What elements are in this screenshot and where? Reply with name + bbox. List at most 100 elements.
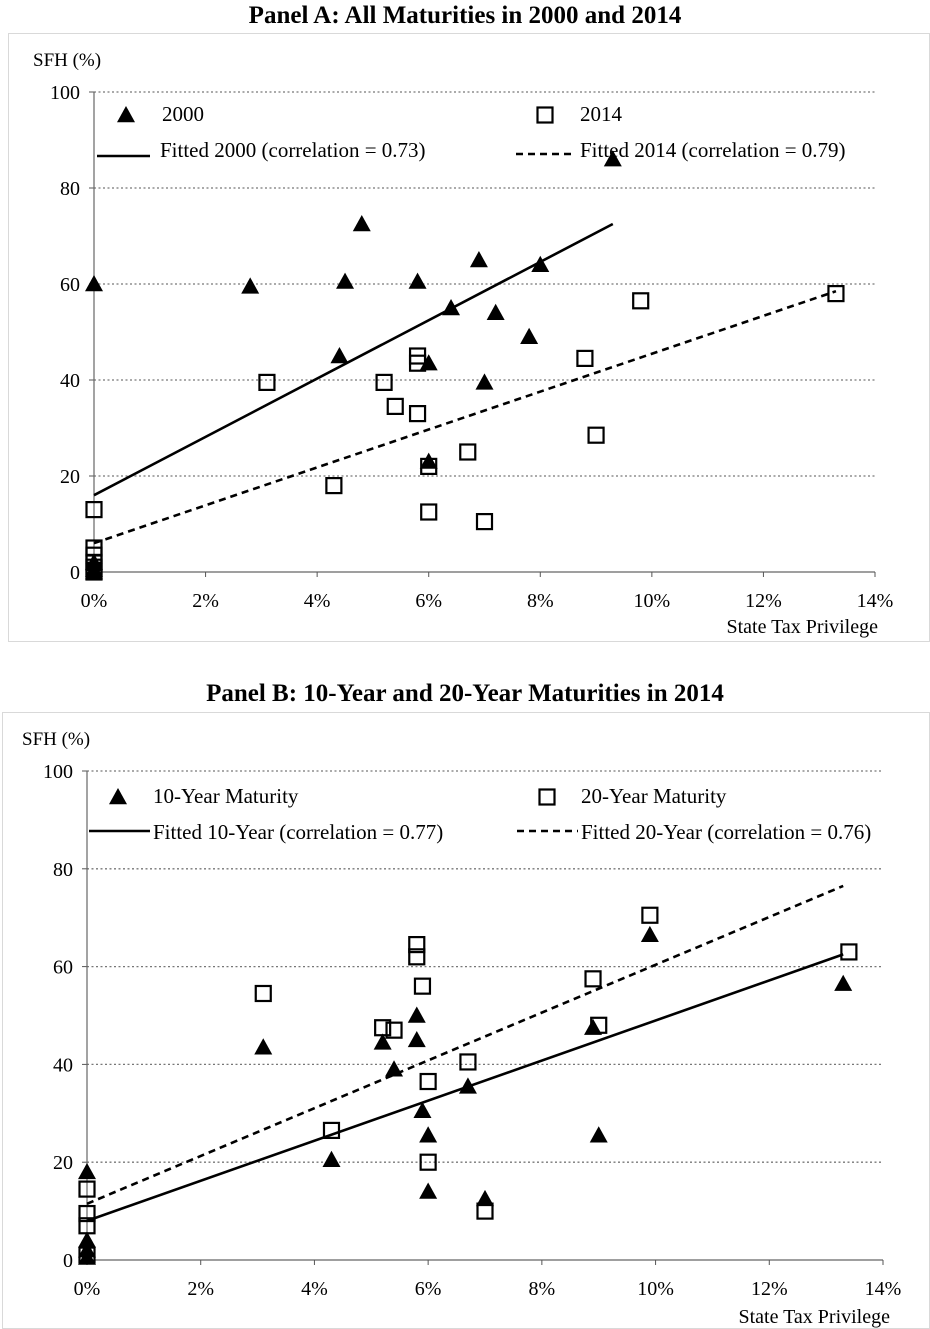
panel-b-point-square [78, 1204, 96, 1223]
panel-b-point-triangle [458, 1077, 477, 1094]
panel-a-x-tick-label: 6% [415, 590, 442, 612]
panel-a-y-tick-label: 100 [50, 82, 80, 104]
panel-b-point-triangle [78, 1162, 96, 1180]
panel-a-point-square [420, 503, 438, 521]
panel-b-y-tick-label: 100 [43, 761, 73, 783]
panel-a-point-triangle [408, 272, 427, 289]
panel-b-point-triangle [78, 1248, 96, 1265]
panel-b-point-triangle [385, 1060, 404, 1077]
panel-a-point-triangle [531, 255, 550, 272]
panel-a-point-square [827, 285, 845, 303]
panel-a-y-tick-label: 60 [60, 274, 80, 296]
panel-b-x-tick-label: 10% [637, 1278, 674, 1300]
panel-a-legend-label: 2000 [162, 102, 204, 126]
panel-b-point-square [254, 984, 272, 1003]
panel-a-x-tick-label: 2% [192, 590, 219, 612]
panel-a-y-axis-label: SFH (%) [33, 50, 101, 71]
panel-b-point-triangle [254, 1038, 273, 1055]
panel-b-x-tick-label: 4% [301, 1278, 328, 1300]
panel-b-legend-label: Fitted 10-Year (correlation = 0.77) [153, 820, 443, 844]
panel-a-title: Panel A: All Maturities in 2000 and 2014 [248, 2, 682, 29]
panel-b-point-triangle [413, 1101, 432, 1119]
panel-b-fitted-line-3 [86, 884, 844, 1205]
panel-a-point-triangle [442, 299, 461, 316]
panel-b-point-triangle [419, 1126, 438, 1143]
panel-a-point-triangle [469, 251, 488, 268]
panel-a-point-square [375, 373, 393, 391]
panel-b-point-square [78, 1180, 96, 1198]
panel-a-legend-triangle [117, 106, 135, 123]
panel-b-point-square [419, 1072, 437, 1091]
panel-a-point-triangle [330, 347, 349, 364]
panel-a-x-axis-label: State Tax Privilege [726, 616, 878, 638]
panel-a-point-triangle [352, 215, 371, 232]
panel-a-point-triangle [486, 303, 505, 320]
panel-a-point-triangle [475, 373, 494, 390]
panel-b-point-triangle [78, 1231, 96, 1248]
panel-b-title: Panel B: 10-Year and 20-Year Maturities … [206, 680, 724, 707]
panel-a-point-square [475, 512, 494, 531]
panel-b-point-triangle [834, 974, 853, 991]
panel-b-y-tick-label: 40 [53, 1054, 73, 1076]
panel-a-legend-label: 2014 [580, 102, 623, 126]
panel-b-point-square [78, 1217, 96, 1235]
panel-b-point-square [408, 948, 426, 966]
panel-b-y-axis-label: SFH (%) [22, 729, 90, 750]
panel-a-point-square [85, 501, 103, 519]
panel-b-point-square [408, 935, 426, 954]
panel-a-fitted-line-2 [93, 222, 614, 497]
panel-a-point-triangle [520, 327, 539, 344]
panel-a-point-square [420, 457, 438, 475]
panel-b-x-axis-label: State Tax Privilege [738, 1306, 890, 1328]
panel-b-point-square [590, 1016, 608, 1034]
panel-b-point-square [476, 1202, 494, 1220]
panel-b-point-triangle [407, 1030, 426, 1048]
panel-b-x-tick-label: 6% [415, 1278, 442, 1300]
panel-b-point-triangle [589, 1126, 608, 1143]
panel-b-point-triangle [407, 1006, 426, 1023]
panel-b-x-tick-label: 2% [187, 1278, 214, 1300]
panel-a-point-triangle [241, 277, 260, 294]
panel-b-legend-triangle [109, 788, 127, 805]
panel-b-legend-label: Fitted 20-Year (correlation = 0.76) [581, 820, 871, 844]
panel-b-point-triangle [419, 1182, 438, 1199]
panel-a-point-square [587, 426, 605, 444]
panel-a-point-triangle [419, 452, 438, 469]
panel-b-point-square [322, 1121, 341, 1140]
panel-b-point-square [459, 1053, 477, 1071]
panel-a-x-tick-label: 4% [304, 590, 331, 612]
panel-b-point-triangle [640, 925, 659, 943]
panel-a-y-tick-label: 0 [70, 562, 80, 584]
panel-a-x-tick-label: 0% [81, 590, 108, 612]
panel-b-point-square [413, 977, 432, 995]
panel-a-legend-label: Fitted 2014 (correlation = 0.79) [580, 138, 846, 162]
panel-b-y-tick-label: 60 [53, 957, 73, 979]
panel-a-point-square [258, 373, 276, 391]
panel-a-y-tick-label: 80 [60, 178, 80, 200]
panel-a-legend-square [536, 106, 554, 124]
panel-b-point-triangle [476, 1189, 494, 1207]
panel-a-x-tick-label: 8% [527, 590, 554, 612]
panel-b-y-tick-label: 80 [53, 859, 73, 881]
panel-a-y-tick-label: 40 [60, 370, 80, 392]
panel-a-point-square [325, 477, 343, 495]
panel-b-point-triangle [584, 1018, 603, 1035]
panel-b-point-square [584, 970, 602, 988]
panel-a-point-triangle [603, 150, 622, 167]
panel-b-point-square [374, 1019, 392, 1037]
panel-a-fitted-line-3 [93, 289, 837, 545]
panel-b-x-tick-label: 14% [865, 1278, 902, 1300]
panel-a-x-tick-label: 14% [857, 590, 894, 612]
panel-b-x-tick-label: 0% [74, 1278, 101, 1300]
panel-b-y-tick-label: 0 [63, 1250, 73, 1272]
panel-a-point-triangle [336, 272, 355, 289]
panel-a-point-square [85, 563, 103, 581]
panel-a-legend-label: Fitted 2000 (correlation = 0.73) [160, 138, 426, 162]
panel-b-point-square [78, 1246, 96, 1264]
panel-b-point-triangle [373, 1033, 392, 1050]
panel-a-point-square [632, 292, 650, 310]
panel-b-point-square [840, 943, 858, 961]
panel-a-point-square [459, 443, 477, 461]
panel-b-point-square [641, 906, 659, 924]
